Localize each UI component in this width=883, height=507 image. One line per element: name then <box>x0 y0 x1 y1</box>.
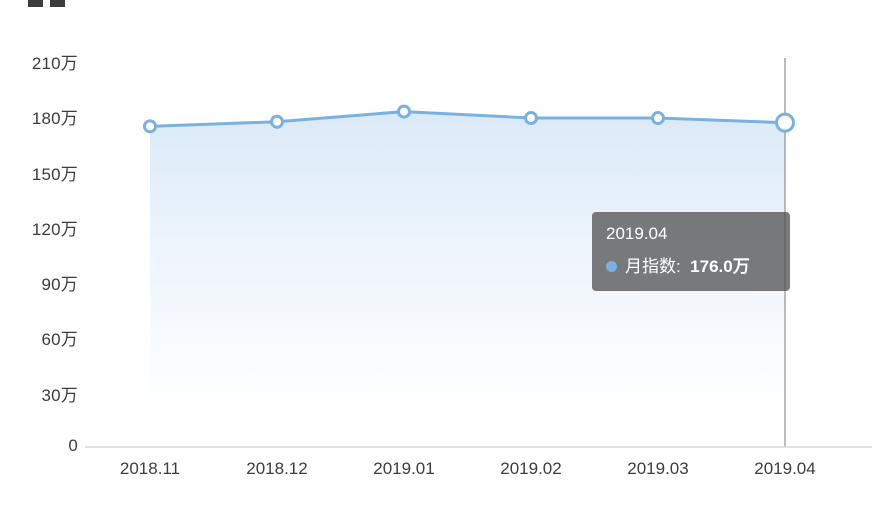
y-axis-tick-label: 150万 <box>31 164 78 184</box>
x-axis-tick-label: 2018.11 <box>119 459 181 478</box>
tooltip: 2019.04 月指数 : 176.0万 <box>592 212 790 292</box>
tooltip-series-label: 月指数 <box>625 256 676 276</box>
data-point-marker-2018.11[interactable] <box>143 119 157 134</box>
tooltip-title: 2019.04 <box>606 224 668 243</box>
tooltip-separator: : <box>676 256 691 276</box>
series-dot-icon <box>606 261 617 273</box>
x-axis-tick-label: 2019.01 <box>373 459 435 478</box>
series-line <box>148 110 787 128</box>
data-point-marker-2019.04[interactable] <box>775 112 795 133</box>
cropped-glyph <box>28 0 43 7</box>
x-axis-tick-label: 2018.12 <box>246 459 308 478</box>
data-point-marker-2019.02[interactable] <box>524 111 538 126</box>
data-point-marker-2019.03[interactable] <box>651 111 665 126</box>
y-axis-tick-label: 90万 <box>41 275 78 295</box>
cropped-artifact <box>28 0 65 7</box>
y-axis-tick-label: 120万 <box>31 219 78 239</box>
tooltip-value: 176.0万 <box>690 256 750 276</box>
data-point-marker-2018.12[interactable] <box>270 114 284 129</box>
x-axis-tick-label: 2019.02 <box>500 459 562 478</box>
cropped-glyph <box>50 0 65 7</box>
y-axis-tick-label: 0 <box>68 436 78 455</box>
tooltip-series-row: 月指数 : 176.0万 <box>606 255 774 280</box>
data-point-marker-2019.01[interactable] <box>397 104 411 119</box>
y-axis-tick-label: 210万 <box>31 54 78 73</box>
y-axis-tick-label: 30万 <box>41 385 78 405</box>
x-axis-tick-label: 2019.03 <box>627 459 689 478</box>
y-axis-tick-label: 180万 <box>31 109 78 129</box>
x-axis-tick-label: 2019.04 <box>754 459 816 478</box>
y-axis-tick-label: 60万 <box>41 330 78 350</box>
area-fill <box>150 111 785 447</box>
